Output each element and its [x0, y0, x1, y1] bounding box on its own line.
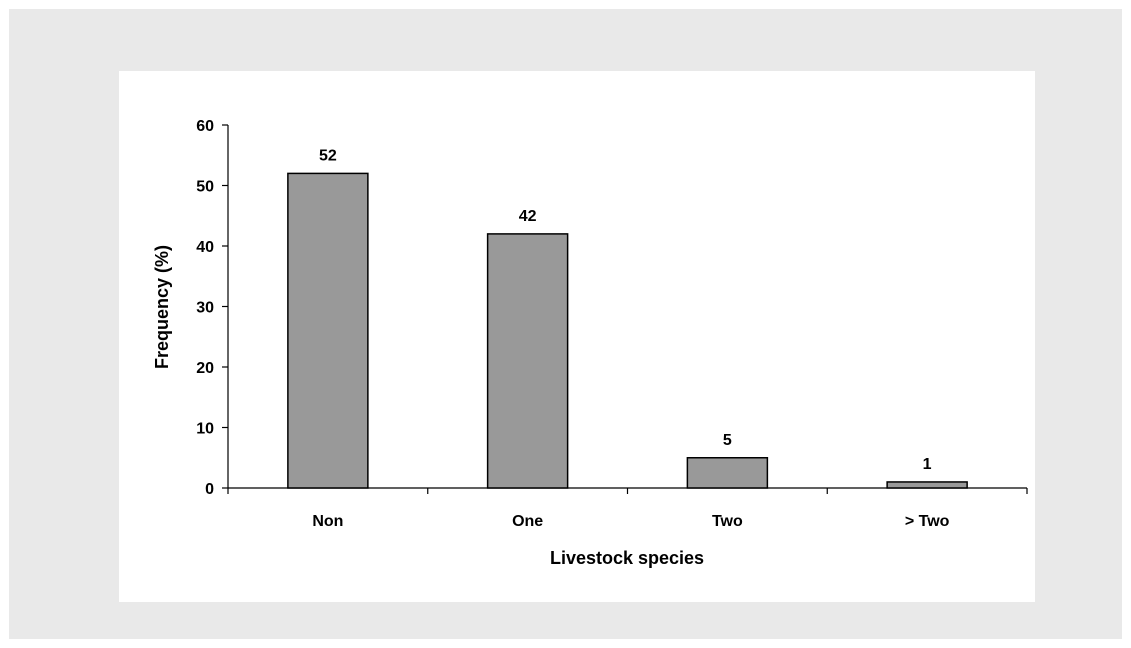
y-tick-label: 30: [196, 300, 214, 317]
data-label: 5: [723, 432, 732, 449]
y-axis-title: Frequency (%): [152, 245, 172, 369]
y-tick-label: 50: [196, 179, 214, 196]
y-tick-label: 60: [196, 118, 214, 135]
data-label: 52: [319, 147, 337, 164]
x-tick-label: Non: [312, 513, 343, 530]
labels: 0 10 20 30 40 50 60 Non 52 One 42 Two 5 > Two 1: [196, 118, 949, 530]
y-tick-label: 40: [196, 239, 214, 256]
bars: [287, 172, 968, 489]
chart-frame: [9, 9, 1122, 639]
x-tick-label: One: [512, 513, 543, 530]
bar: [287, 172, 369, 489]
y-tick-label: 0: [205, 481, 214, 498]
plot-area: [119, 71, 1035, 602]
y-tick-label: 20: [196, 360, 214, 377]
x-axis-title: Livestock species: [550, 548, 704, 568]
x-tick-label: Two: [712, 513, 743, 530]
y-tick-label: 10: [196, 421, 214, 438]
x-tick-label: > Two: [905, 513, 950, 530]
bar: [486, 233, 569, 489]
bar: [886, 481, 968, 489]
data-label: 42: [519, 208, 537, 225]
data-label: 1: [923, 456, 932, 473]
bar: [686, 457, 769, 489]
